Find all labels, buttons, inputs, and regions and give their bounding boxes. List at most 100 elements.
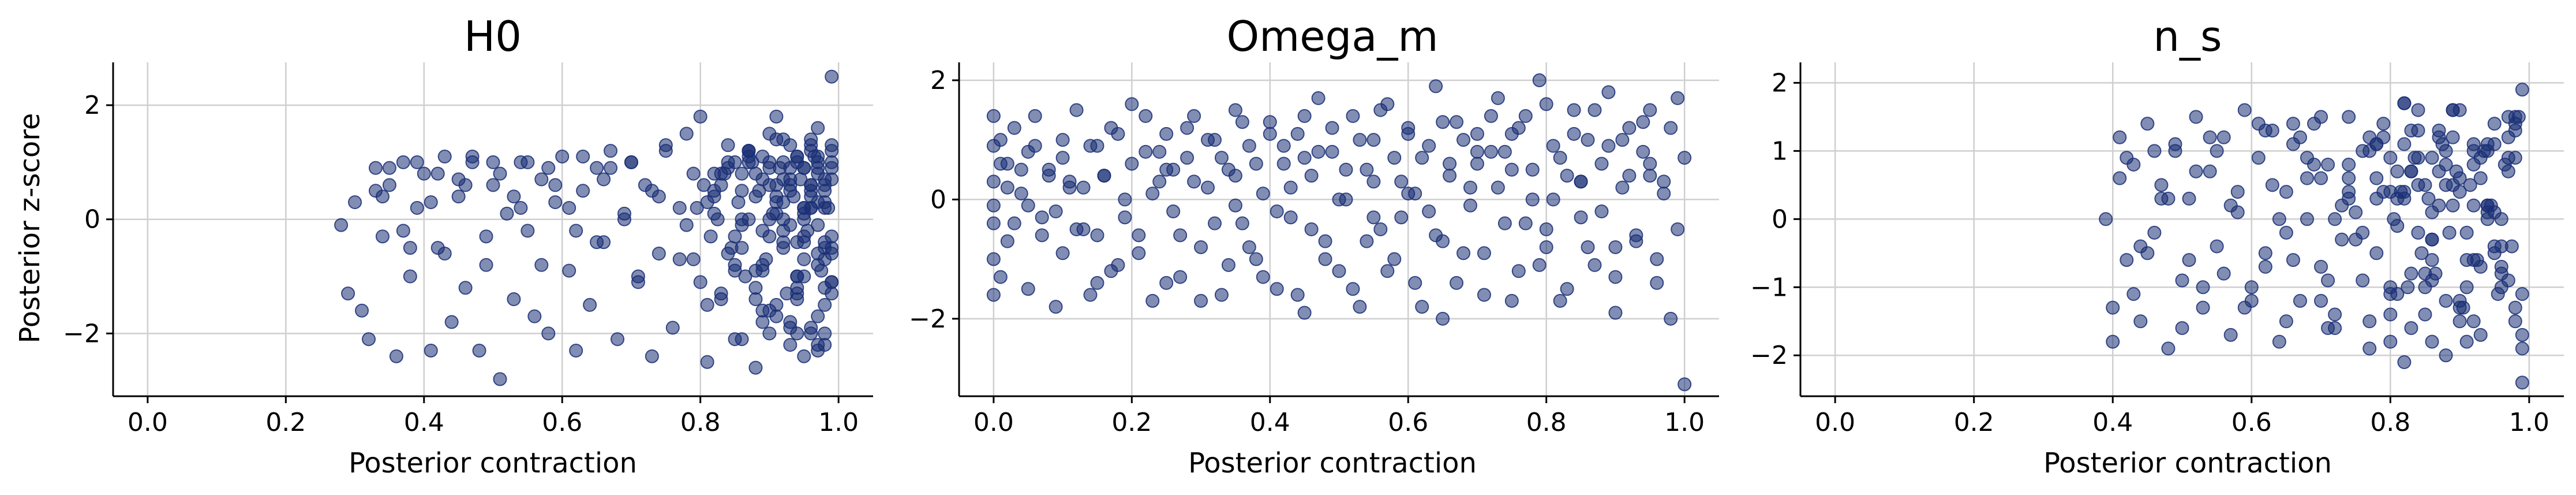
data-point — [1553, 151, 1567, 165]
data-point — [1028, 139, 1042, 153]
data-point — [527, 309, 542, 323]
data-point — [1304, 222, 1319, 236]
data-point — [465, 150, 480, 164]
data-point — [759, 252, 773, 266]
data-point — [776, 132, 791, 147]
data-point — [1055, 246, 1070, 260]
data-point — [2272, 334, 2286, 349]
data-point — [375, 189, 390, 204]
data-point — [424, 343, 438, 358]
data-point — [1118, 192, 1132, 207]
data-point — [714, 292, 728, 307]
data-point — [1657, 187, 1671, 201]
data-point — [2442, 225, 2457, 240]
data-point — [334, 218, 349, 232]
data-point — [2487, 117, 2502, 131]
data-point — [2251, 117, 2266, 131]
data-point — [2453, 314, 2467, 329]
data-point — [1276, 139, 1291, 153]
x-tick-label: 0.6 — [2231, 408, 2272, 437]
data-point — [1422, 204, 1436, 219]
data-point — [2154, 191, 2169, 206]
data-point — [748, 360, 763, 375]
data-point — [1664, 121, 1678, 135]
data-point — [2168, 137, 2182, 151]
data-point — [2237, 300, 2252, 315]
data-point — [2383, 334, 2398, 349]
data-point — [1484, 144, 1498, 159]
data-point — [1463, 180, 1477, 195]
data-point — [611, 332, 625, 347]
data-point — [1090, 276, 1104, 290]
data-point — [2314, 259, 2328, 274]
data-point — [797, 252, 811, 266]
y-tick-label: 2 — [84, 91, 100, 120]
data-point — [2515, 327, 2529, 342]
data-point — [1539, 240, 1553, 254]
data-point — [1152, 144, 1167, 159]
data-point — [444, 315, 459, 329]
data-point — [986, 252, 1001, 266]
data-point — [1221, 258, 1235, 272]
data-point — [2404, 266, 2418, 281]
data-point — [576, 150, 590, 164]
x-tick-label: 0.4 — [2092, 408, 2133, 437]
x-tick-label: 0.2 — [1954, 408, 1994, 437]
data-point — [738, 269, 752, 284]
data-point — [1014, 162, 1028, 177]
data-point — [717, 166, 732, 181]
data-point — [1014, 187, 1028, 201]
data-point — [597, 172, 611, 187]
data-point — [534, 172, 549, 187]
data-point — [2120, 253, 2134, 267]
data-point — [993, 157, 1008, 171]
data-point — [1145, 187, 1160, 201]
y-tick-label: 0 — [930, 185, 946, 214]
data-point — [1443, 169, 1457, 183]
data-point — [2435, 137, 2450, 151]
data-point — [437, 246, 452, 260]
data-point — [2456, 300, 2470, 315]
data-point — [797, 212, 811, 226]
data-point — [1643, 157, 1657, 171]
data-point — [1132, 228, 1146, 243]
data-point — [1394, 174, 1409, 189]
data-point — [700, 355, 714, 369]
data-point — [1560, 169, 1574, 183]
data-point — [2383, 151, 2398, 165]
y-axis-label: Posterior z-score — [14, 113, 46, 344]
data-point — [1629, 234, 1643, 248]
data-point — [658, 144, 673, 158]
data-point — [1194, 240, 1208, 254]
data-point — [1463, 198, 1477, 213]
data-point — [1518, 216, 1533, 230]
data-point — [1380, 264, 1395, 278]
data-point — [1360, 234, 1374, 248]
data-point — [1539, 222, 1553, 236]
data-point — [1228, 198, 1242, 213]
data-point — [590, 161, 604, 175]
data-point — [731, 195, 746, 210]
data-point — [783, 338, 797, 352]
x-tick-label: 0.0 — [1815, 408, 1855, 437]
data-point — [1353, 300, 1367, 314]
data-point — [2401, 280, 2415, 295]
data-point — [652, 189, 666, 204]
data-point — [424, 195, 438, 210]
data-point — [2356, 225, 2370, 240]
data-point — [2425, 334, 2439, 349]
data-point — [818, 297, 832, 312]
data-point — [1249, 252, 1263, 266]
data-point — [1553, 293, 1567, 308]
data-point — [1249, 157, 1263, 171]
data-point — [1283, 210, 1298, 225]
data-point — [2140, 117, 2155, 131]
data-point — [1139, 144, 1153, 159]
data-point — [790, 326, 804, 341]
data-point — [1346, 282, 1360, 296]
data-point — [2470, 253, 2484, 267]
data-point — [569, 224, 583, 238]
data-point — [2459, 280, 2474, 295]
data-point — [728, 229, 742, 244]
data-point — [493, 166, 507, 181]
